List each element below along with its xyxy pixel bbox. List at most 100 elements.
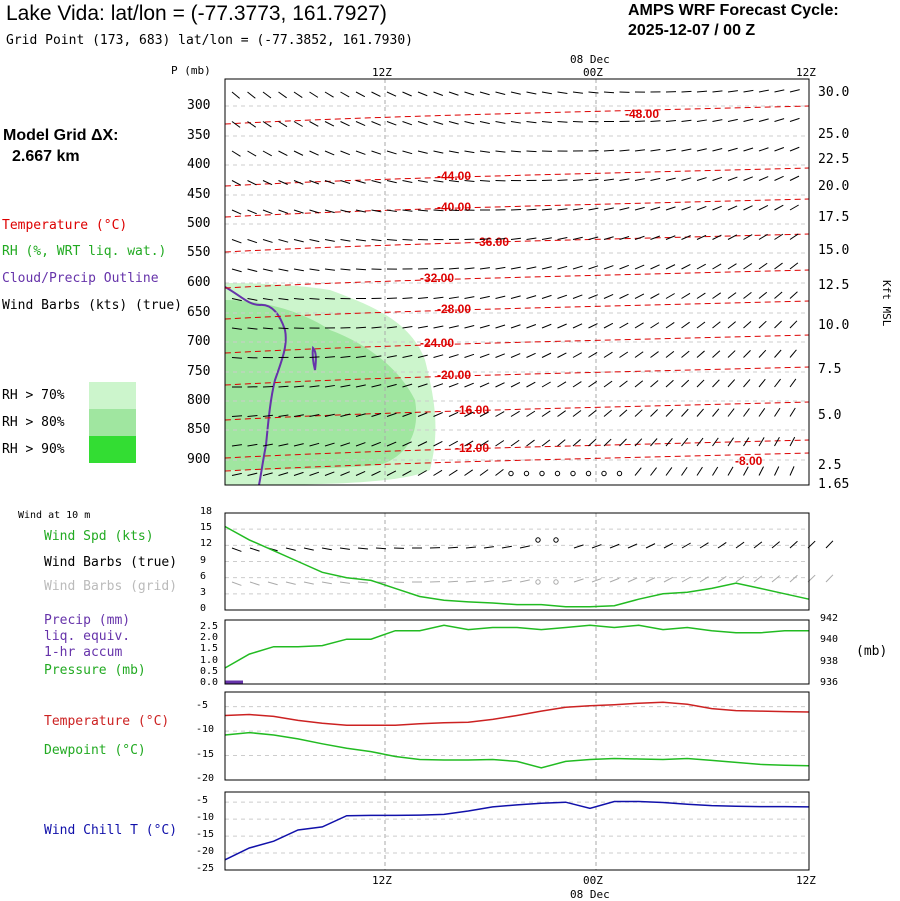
wind-barb [744,467,749,476]
wind-barb [480,383,489,387]
wind-barb [790,379,796,387]
pressure-axis-label: P (mb) [171,64,211,77]
wind-barb [434,441,443,446]
wind-barb [775,437,780,446]
wind-barb [496,122,506,124]
wind-barb [666,380,673,387]
wind-barb [775,466,779,475]
wind-barb [387,92,396,96]
wind-barb [666,322,674,328]
wind-barb [573,295,582,299]
wind-barb [527,296,537,299]
wind-barb [759,90,769,92]
wind-barb [558,440,566,446]
calm-wind-circle [586,471,590,475]
wind-barb [604,323,613,328]
wind-barb [573,180,583,181]
wind-barb [372,181,382,184]
wind-barb [713,177,722,180]
wind-barb-grid [286,582,296,584]
wind-barb [511,325,520,328]
wind-speed-line [225,527,809,607]
wind-barb [744,119,754,121]
wind-barb [790,263,798,269]
wind-barb [511,209,521,210]
wind-barb-true [610,544,619,548]
wind-barb-true [772,542,780,548]
wind-barb [744,321,751,328]
wind-barb [775,350,782,357]
wind-barb [713,148,723,151]
wind-barb-true [826,541,833,548]
wind-speed-tick-label: 0 [200,603,206,614]
top-time-label: 12Z [372,66,392,79]
wind-barb [589,208,599,210]
wind-barb [356,269,366,270]
precip-tick-label: 0.5 [200,666,218,677]
wind-barb [465,151,475,153]
wind-barb [434,355,444,358]
wind-barb [635,381,643,387]
wind-barb [542,267,552,269]
kft-tick-label: 20.0 [818,179,849,194]
calm-wind-circle [617,471,621,475]
wind-barb [728,322,736,328]
wind-barb [480,151,490,152]
wind-barb [542,209,552,210]
wind-barb [759,379,765,387]
wind-barb-grid [340,582,350,583]
bottom-time-label: 12Z [372,874,392,887]
wind-barb [232,92,240,98]
wind-barb [449,297,459,299]
wind-barb [341,240,351,242]
wind-barb [232,151,240,156]
wind-barb-grid [826,575,833,582]
wind-barb [356,122,365,126]
wind-barb [434,326,444,328]
wind-barb-grid [520,580,530,582]
wind-speed-tick-label: 12 [200,538,212,549]
wind-barb [279,328,289,329]
wind-barb [356,151,365,154]
wind-barb [418,326,428,328]
wind-barb [744,379,750,387]
wind-barb [651,150,661,151]
wind-barb [418,210,428,211]
wind-barb [418,297,428,298]
wind-barb [604,410,612,416]
wind-barb [263,151,272,156]
pressure-tick-label: 600 [187,275,210,290]
wind-barb [713,293,721,299]
wind-barb [697,206,706,210]
wind-barb [651,352,659,358]
wind-barb [589,381,597,387]
wind-barb [728,119,738,121]
wind-barb [682,293,691,298]
wind-barb [418,122,428,125]
wind-barb-grid [250,582,260,585]
wind-barb [232,210,241,214]
wind-barb [790,147,799,151]
wind-barb [310,210,320,213]
wind-barb [713,120,723,122]
calm-wind-circle [536,538,540,542]
wind-barb [620,352,628,358]
wind-barb-true [628,544,637,548]
pressure-tick-label-right: 940 [820,634,838,645]
temperature-contour-label: -32.00 [420,271,454,285]
wind-barb [279,92,287,98]
wind-barb-true [304,548,314,550]
wind-barb [558,238,568,240]
bottom-time-label: 00Z [583,874,603,887]
wind-barb [294,210,304,213]
wind-barb [372,92,381,96]
temperature-contour [225,270,809,288]
wind-barb [325,269,335,270]
wind-barb [511,92,521,94]
wind-barb [449,210,459,211]
wind-barb [651,439,658,446]
wind-barb [790,321,797,328]
wind-speed-tick-label: 6 [200,571,206,582]
wind-barb [697,178,707,181]
wind-barb-grid [322,582,332,584]
